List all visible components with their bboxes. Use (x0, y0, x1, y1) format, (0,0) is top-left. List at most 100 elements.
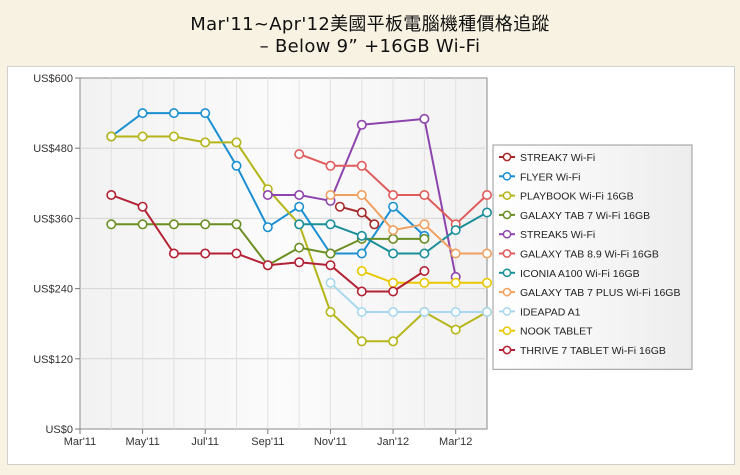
data-point[interactable] (106, 190, 117, 201)
data-point[interactable] (450, 277, 461, 288)
data-point[interactable] (356, 266, 367, 277)
data-point[interactable] (419, 190, 430, 201)
data-point[interactable] (481, 277, 492, 288)
legend-item[interactable]: GALAXY TAB 7 Wi-Fi 16GB (499, 210, 650, 222)
data-point[interactable] (168, 108, 179, 119)
data-point[interactable] (325, 219, 336, 230)
data-point[interactable] (106, 131, 117, 142)
legend-item[interactable]: STREAK5 Wi-Fi (499, 229, 595, 241)
data-point[interactable] (137, 201, 148, 212)
data-point[interactable] (137, 108, 148, 119)
x-tick-label: Nov'11 (314, 436, 347, 448)
data-point[interactable] (168, 131, 179, 142)
legend-item[interactable]: NOOK TABLET (499, 326, 593, 338)
data-point[interactable] (419, 277, 430, 288)
data-point[interactable] (200, 219, 211, 230)
data-point[interactable] (388, 286, 399, 297)
data-point[interactable] (168, 248, 179, 259)
data-point[interactable] (231, 219, 242, 230)
x-tick-label: Jan'12 (377, 436, 409, 448)
data-point[interactable] (369, 219, 380, 230)
data-point[interactable] (356, 160, 367, 171)
data-point[interactable] (419, 266, 430, 277)
data-point[interactable] (356, 307, 367, 318)
data-point[interactable] (294, 201, 305, 212)
series-line (267, 117, 457, 278)
data-point[interactable] (450, 248, 461, 259)
legend-item[interactable]: GALAXY TAB 8.9 Wi-Fi 16GB (499, 249, 659, 261)
data-point[interactable] (481, 190, 492, 201)
data-point[interactable] (200, 248, 211, 259)
data-point[interactable] (334, 201, 345, 212)
data-point[interactable] (450, 225, 461, 236)
data-point[interactable] (388, 248, 399, 259)
series-8 (325, 190, 492, 259)
legend-item[interactable]: STREAK7 Wi-Fi (499, 152, 595, 164)
data-point[interactable] (356, 336, 367, 347)
data-point[interactable] (325, 277, 336, 288)
line-chart: US$0 US$120 US$240 US$360 US$480 US$600 Mar'11… (33, 73, 693, 448)
data-point[interactable] (450, 307, 461, 318)
data-point[interactable] (262, 190, 273, 201)
data-point[interactable] (419, 233, 430, 244)
data-point[interactable] (325, 248, 336, 259)
data-point[interactable] (231, 137, 242, 148)
data-point[interactable] (294, 242, 305, 253)
legend-label: GALAXY TAB 7 Wi-Fi 16GB (520, 210, 650, 222)
data-point[interactable] (294, 149, 305, 160)
data-point[interactable] (356, 286, 367, 297)
data-point[interactable] (481, 207, 492, 218)
data-point[interactable] (200, 137, 211, 148)
data-point[interactable] (231, 160, 242, 171)
y-tick-label: US$600 (33, 73, 73, 85)
data-point[interactable] (388, 233, 399, 244)
data-point[interactable] (356, 119, 367, 130)
legend-marker (502, 152, 512, 162)
data-point[interactable] (388, 201, 399, 212)
legend-marker (502, 210, 512, 220)
data-point[interactable] (294, 190, 305, 201)
legend-item[interactable]: FLYER Wi-Fi (499, 171, 580, 183)
legend-item[interactable]: PLAYBOOK Wi-Fi 16GB (499, 191, 634, 203)
legend-marker (502, 191, 512, 200)
data-point[interactable] (388, 225, 399, 236)
data-point[interactable] (325, 307, 336, 318)
legend-label: FLYER Wi-Fi (520, 171, 580, 183)
data-point[interactable] (325, 260, 336, 271)
data-point[interactable] (419, 113, 430, 124)
data-point[interactable] (419, 219, 430, 230)
chart-title-line2: – Below 9” +16GB Wi-Fi (259, 36, 481, 57)
data-point[interactable] (200, 108, 211, 119)
legend-item[interactable]: ICONIA A100 Wi-Fi 16GB (499, 268, 640, 280)
data-point[interactable] (325, 160, 336, 171)
legend-item[interactable]: IDEAPAD A1 (499, 306, 581, 318)
data-point[interactable] (388, 336, 399, 347)
data-point[interactable] (481, 248, 492, 259)
data-point[interactable] (419, 307, 430, 318)
legend-box (492, 144, 693, 370)
data-point[interactable] (388, 277, 399, 288)
data-point[interactable] (450, 324, 461, 335)
data-point[interactable] (137, 219, 148, 230)
data-point[interactable] (294, 219, 305, 230)
data-point[interactable] (356, 230, 367, 241)
data-point[interactable] (388, 307, 399, 318)
data-point[interactable] (137, 131, 148, 142)
data-point[interactable] (356, 207, 367, 218)
data-point[interactable] (231, 248, 242, 259)
data-point[interactable] (481, 307, 492, 318)
data-point[interactable] (325, 190, 336, 201)
data-point[interactable] (388, 190, 399, 201)
y-tick-label: US$0 (45, 424, 73, 436)
data-point[interactable] (294, 257, 305, 268)
x-tick-label: Mar'11 (64, 436, 96, 448)
data-point[interactable] (419, 248, 430, 259)
legend-item[interactable]: GALAXY TAB 7 PLUS Wi-Fi 16GB (499, 287, 680, 299)
data-point[interactable] (168, 219, 179, 230)
data-point[interactable] (106, 219, 117, 230)
data-point[interactable] (356, 190, 367, 201)
data-point[interactable] (356, 248, 367, 259)
data-point[interactable] (262, 260, 273, 271)
legend-item[interactable]: THRIVE 7 TABLET Wi-Fi 16GB (499, 345, 666, 357)
data-point[interactable] (262, 222, 273, 233)
